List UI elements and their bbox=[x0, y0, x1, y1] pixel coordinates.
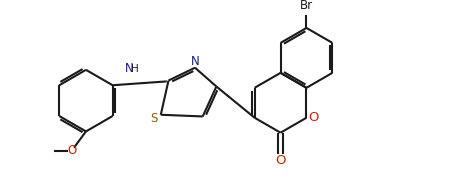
Text: N: N bbox=[125, 62, 133, 75]
Text: O: O bbox=[67, 144, 77, 157]
Text: Br: Br bbox=[300, 0, 313, 12]
Text: H: H bbox=[131, 64, 139, 74]
Text: O: O bbox=[308, 111, 318, 124]
Text: S: S bbox=[150, 112, 158, 125]
Text: N: N bbox=[191, 55, 199, 68]
Text: O: O bbox=[275, 154, 286, 167]
